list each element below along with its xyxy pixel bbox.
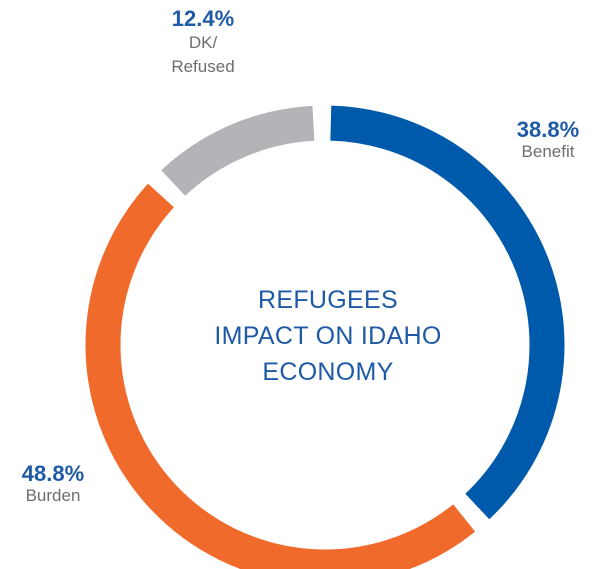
benefit-percent: 38.8%: [516, 117, 580, 142]
dk-refused-name-line-1: DK/: [188, 33, 218, 53]
burden-name: Burden: [25, 486, 81, 506]
burden-label: 48.8% Burden: [8, 461, 98, 506]
donut-slice-benefit: [330, 105, 565, 520]
benefit-label: 38.8% Benefit: [500, 117, 596, 162]
chart-title-line-1: REFUGEES: [258, 286, 398, 314]
dk-refused-percent: 12.4%: [171, 6, 235, 31]
donut-slice-dk-refused: [161, 105, 315, 196]
dk-refused-label: 12.4% DK/ Refused: [148, 6, 258, 79]
chart-title: REFUGEES IMPACT ON IDAHO ECONOMY: [198, 282, 458, 390]
chart-title-line-3: ECONOMY: [262, 358, 394, 386]
donut-slice-burden: [85, 183, 476, 569]
chart-title-line-2: IMPACT ON IDAHO: [214, 322, 442, 350]
benefit-name: Benefit: [521, 142, 575, 162]
dk-refused-name-line-2: Refused: [171, 57, 235, 77]
burden-percent: 48.8%: [21, 461, 85, 486]
